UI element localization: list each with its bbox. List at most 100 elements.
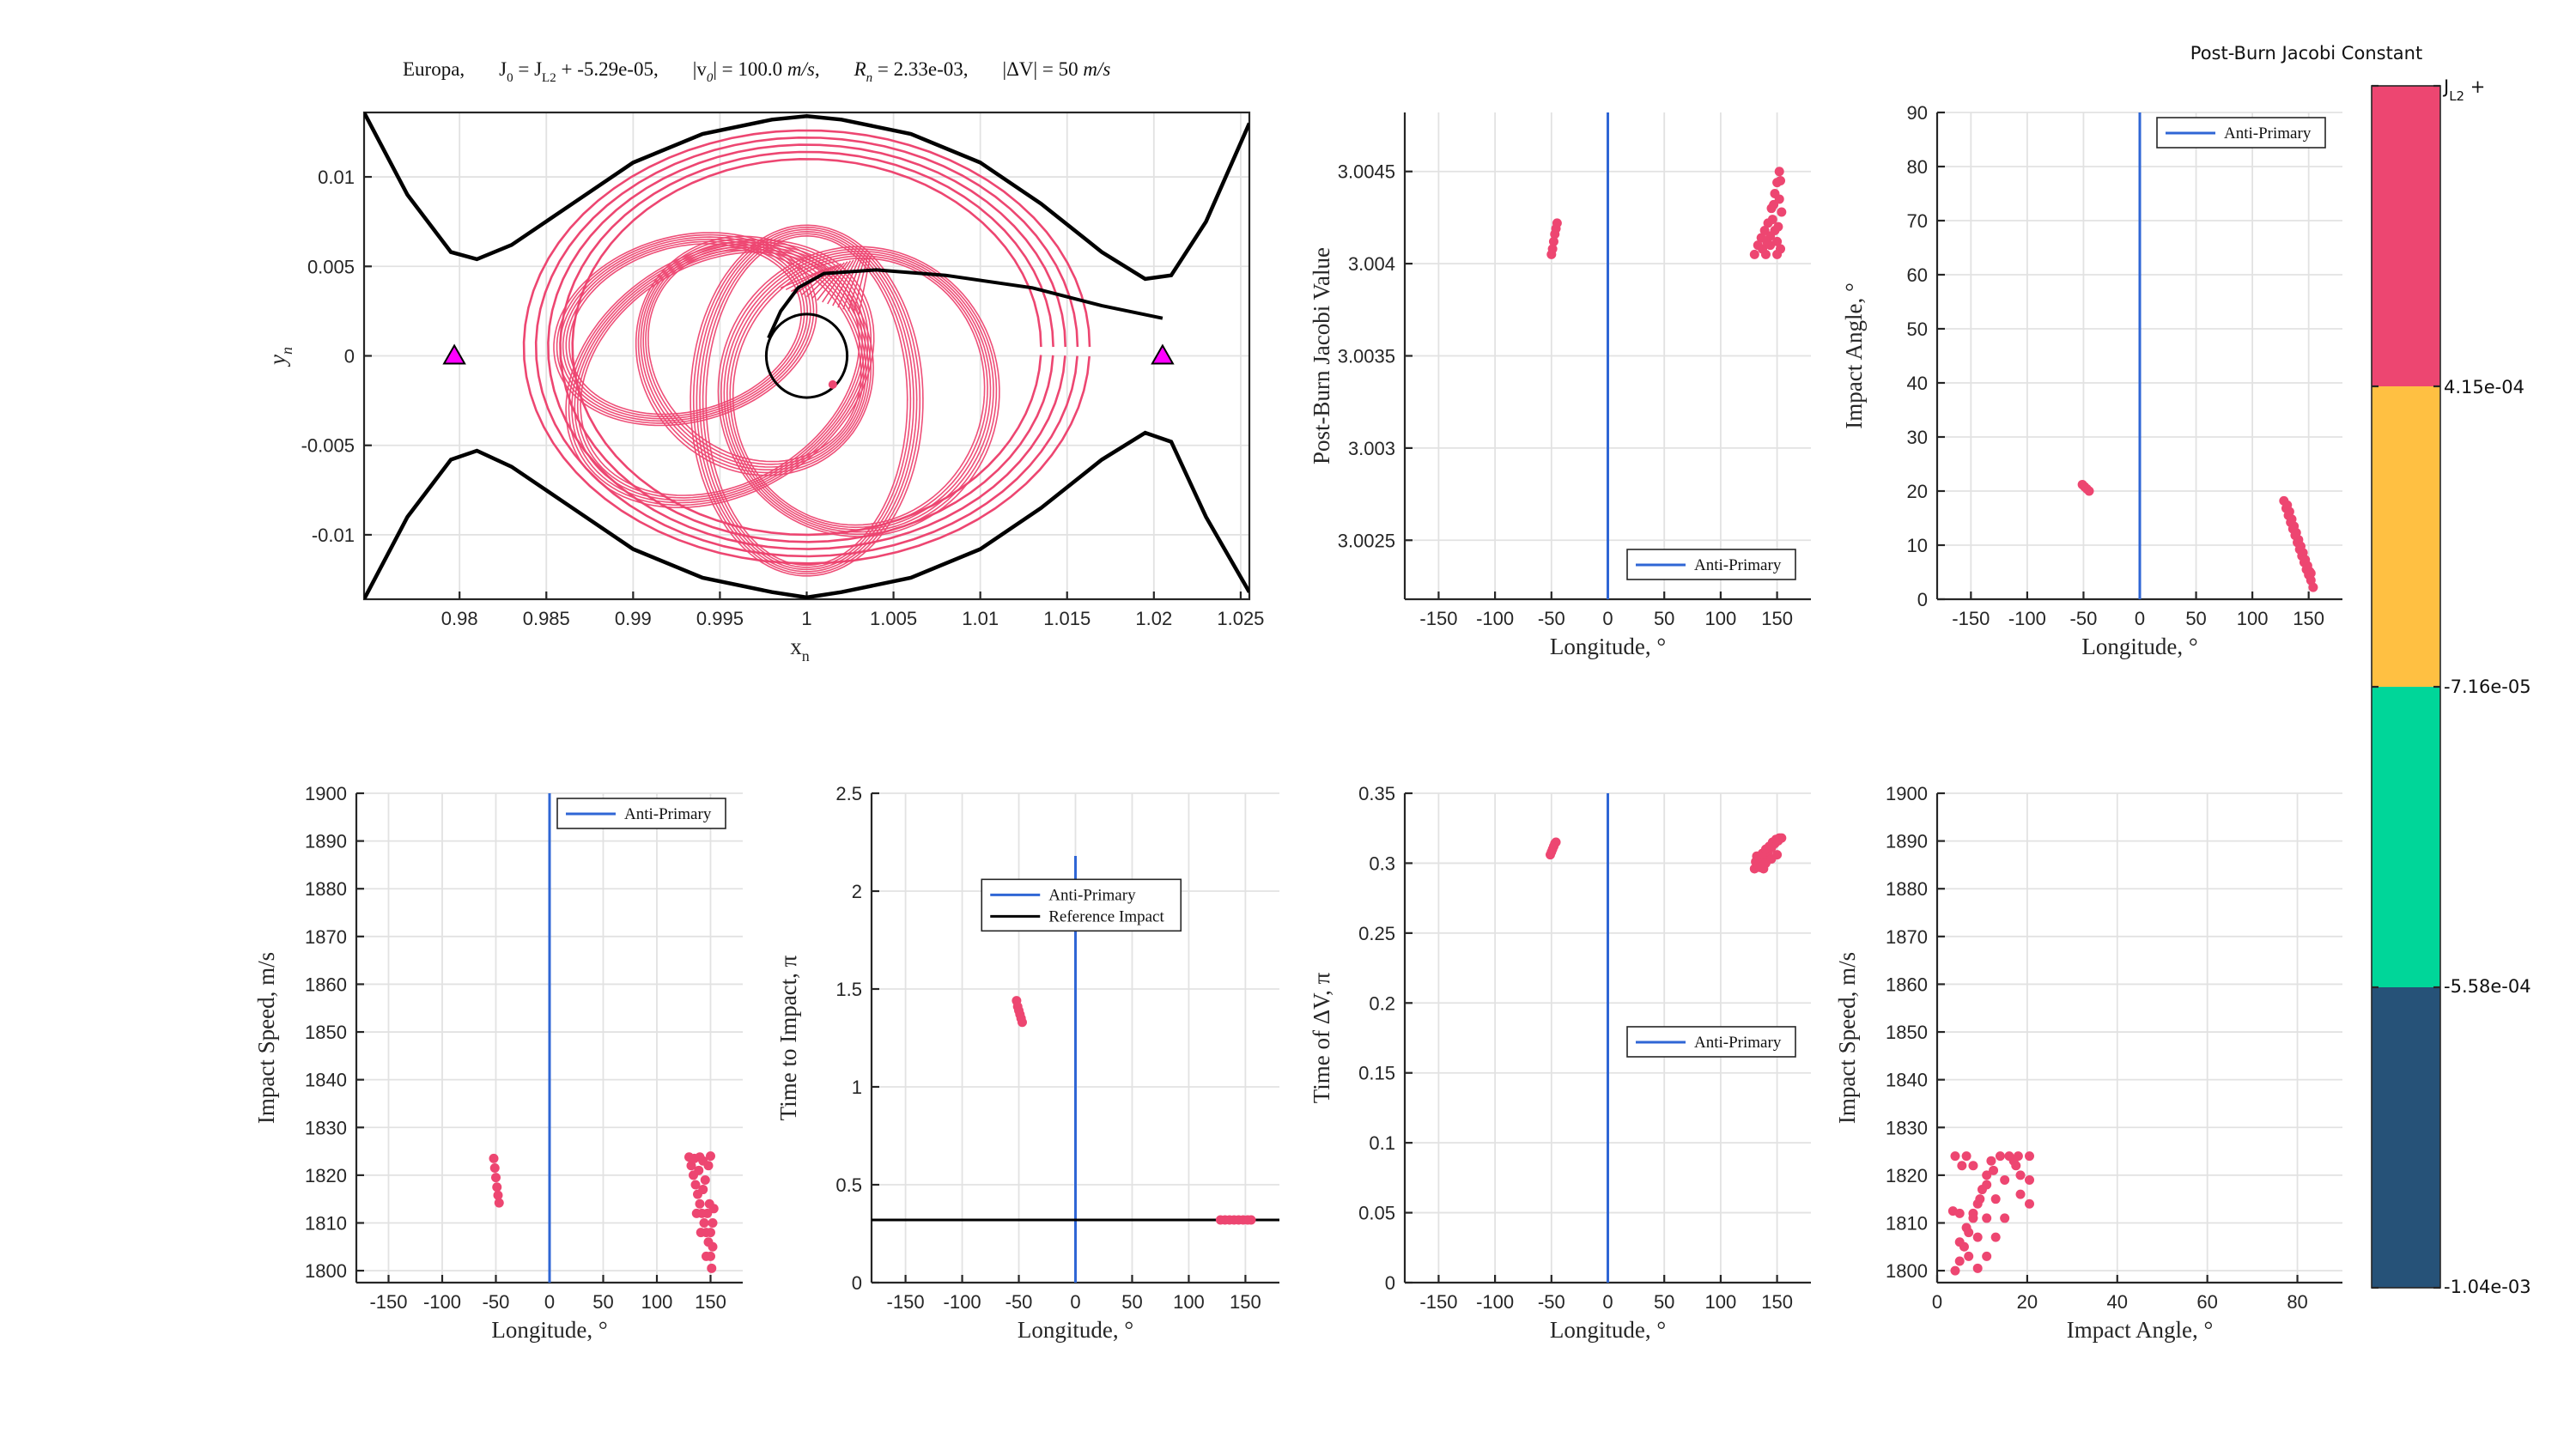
data-point <box>1769 199 1779 209</box>
y-tick-label: 1840 <box>1886 1070 1928 1091</box>
data-point <box>2305 567 2315 577</box>
data-point <box>1772 850 1783 860</box>
data-point <box>2295 541 2306 551</box>
charts: 0.98 0.985 0.99 0.995 1 1.005 1.01 1.015 1.02 1.0… <box>253 58 2342 1343</box>
impact-point <box>828 379 837 389</box>
burn-vector <box>785 267 828 291</box>
y-tick-label: 1800 <box>1886 1260 1928 1282</box>
trajectory <box>556 234 815 424</box>
data-point <box>695 1198 705 1209</box>
data-point <box>1954 1256 1965 1266</box>
data-point <box>2000 1174 2010 1185</box>
y-tick-label: -0.005 <box>301 435 355 457</box>
trajectory <box>647 249 862 463</box>
data-point <box>1982 1251 1992 1261</box>
y-tick-label: 50 <box>1907 319 1928 340</box>
y-tick-label: 0.005 <box>307 256 355 277</box>
y-tick-label: 0.01 <box>318 167 355 188</box>
title-part: R <box>854 58 866 80</box>
colorbar-block <box>2372 386 2440 687</box>
x-tick-label: 100 <box>1705 608 1737 629</box>
x-tick-label: 150 <box>1761 608 1793 629</box>
y-tick-label: 3.003 <box>1348 438 1395 459</box>
x-tick-label: -50 <box>2070 608 2098 629</box>
colorbar-tick-label: -5.58e-04 <box>2444 976 2531 997</box>
burn-vector <box>805 263 842 298</box>
x-tick-label: -50 <box>1538 608 1565 629</box>
data-point <box>1950 1265 1960 1276</box>
x-tick-label: 1.015 <box>1043 608 1091 629</box>
data-point <box>2013 1151 2023 1162</box>
data-point <box>2291 528 2301 538</box>
x-tick-label: 0 <box>1602 608 1613 629</box>
data-point <box>1990 1232 2001 1242</box>
data-point <box>1547 244 1558 254</box>
colorbar-block <box>2372 687 2440 987</box>
burn-vector <box>832 258 858 306</box>
x-tick-label: -150 <box>1952 608 1990 629</box>
x-tick-label: 0.98 <box>441 608 478 629</box>
data-point <box>1964 1251 1974 1261</box>
data-point <box>1968 1208 1978 1218</box>
reference-trajectory <box>767 268 1163 339</box>
x-tick-label: 1.02 <box>1135 608 1172 629</box>
x-axis-label: Longitude, ° <box>1550 1317 1666 1343</box>
y-tick-label: 1840 <box>305 1070 347 1091</box>
x-tick-label: 80 <box>2287 1291 2307 1313</box>
burn-vector <box>827 259 854 305</box>
x-tick-label: -100 <box>944 1291 981 1313</box>
colorbar-tick-label: -7.16e-05 <box>2444 677 2531 697</box>
data-point <box>696 1228 706 1238</box>
x-tick-label: -50 <box>1538 1291 1565 1313</box>
x-axis-label: Longitude, ° <box>491 1317 607 1343</box>
burn-vector <box>811 262 845 300</box>
x-tick-label: -50 <box>483 1291 510 1313</box>
chart-speed_vs_angle: 0 20 40 60 80 1800 1810 1820 1830 1840 1850 1860 187… <box>1834 783 2342 1343</box>
y-tick-label: 1820 <box>305 1165 347 1186</box>
data-point <box>2084 486 2094 496</box>
y-tick-label: 3.0045 <box>1338 161 1395 183</box>
data-point <box>2015 1189 2026 1199</box>
trajectory <box>705 234 908 567</box>
data-point <box>493 1190 503 1200</box>
data-point <box>2282 500 2293 510</box>
y-tick-label: 0.1 <box>1369 1132 1395 1154</box>
data-point <box>1989 1165 1999 1175</box>
trajectory <box>571 157 1042 537</box>
title-part: J <box>499 58 507 80</box>
data-point <box>1954 1208 1965 1218</box>
data-point <box>2011 1161 2021 1171</box>
title-part: 0 <box>707 71 714 85</box>
x-tick-label: 50 <box>1654 608 1674 629</box>
y-tick-label: 20 <box>1907 481 1928 502</box>
data-point <box>706 1228 715 1238</box>
data-point <box>2015 1170 2026 1180</box>
title-part: | = 100.0 <box>713 58 787 80</box>
x-tick-label: 0.99 <box>615 608 652 629</box>
burn-vector <box>842 258 863 310</box>
title-part: 0 <box>507 71 513 85</box>
zero-velocity-curve-lower <box>364 430 1249 599</box>
lagrange-point-marker <box>1151 343 1175 365</box>
y-tick-label: 0 <box>344 346 355 367</box>
title-part: m/s <box>787 58 815 80</box>
data-point <box>702 1208 713 1218</box>
data-point <box>1758 244 1768 254</box>
burn-vector <box>848 257 866 312</box>
data-point <box>489 1163 500 1174</box>
y-tick-label: 30 <box>1907 427 1928 448</box>
data-point <box>1777 207 1787 217</box>
x-tick-label: 100 <box>1705 1291 1737 1313</box>
x-tick-label: 150 <box>1230 1291 1261 1313</box>
y-tick-label: 0.3 <box>1369 852 1395 874</box>
y-tick-label: 0.25 <box>1358 923 1395 944</box>
y-tick-label: 3.0035 <box>1338 346 1395 367</box>
title-part: n <box>866 71 873 85</box>
title-part: Europa, <box>403 58 465 80</box>
x-tick-label: 150 <box>1761 1291 1793 1313</box>
data-point <box>1990 1194 2001 1204</box>
y-label-main: y <box>264 355 290 367</box>
trajectory <box>635 235 874 476</box>
y-tick-label: 0.05 <box>1358 1203 1395 1224</box>
